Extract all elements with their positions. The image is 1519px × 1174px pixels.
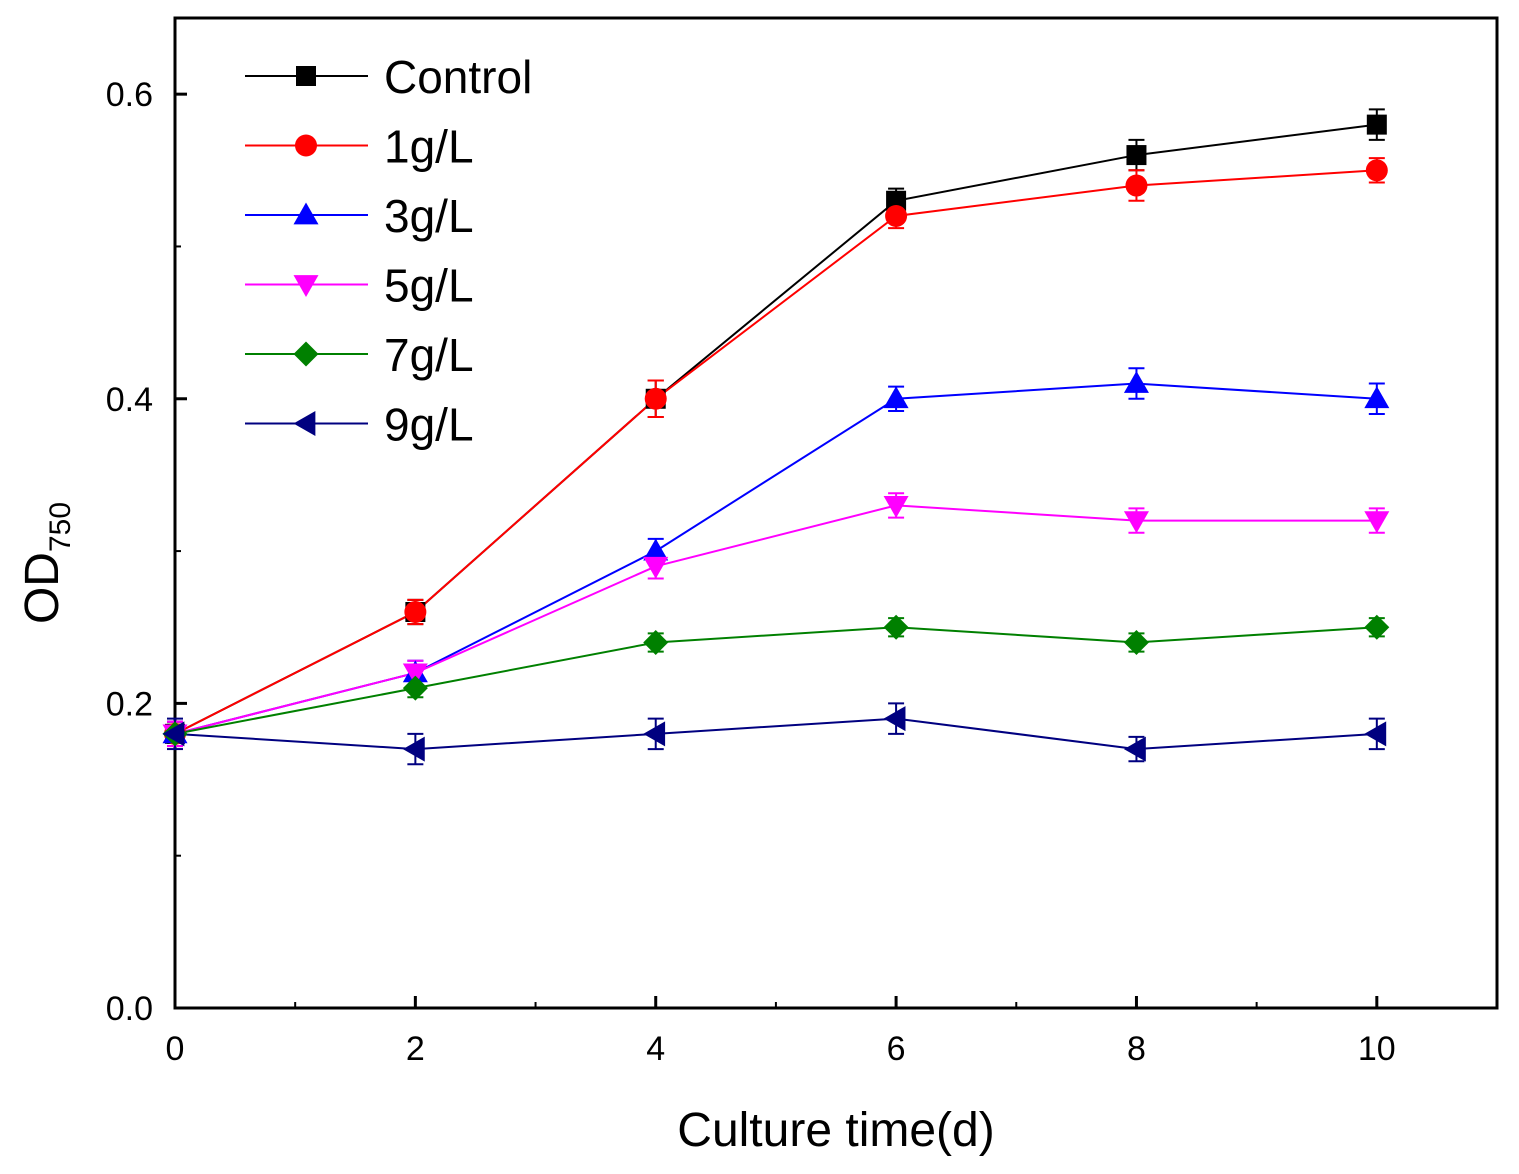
legend-label: 5g/L bbox=[384, 260, 474, 312]
data-point bbox=[883, 614, 909, 640]
legend-marker bbox=[293, 341, 319, 367]
data-point bbox=[644, 387, 667, 410]
legend-marker bbox=[296, 66, 316, 86]
legend-label: 3g/L bbox=[384, 190, 474, 242]
series-line bbox=[174, 169, 1377, 735]
data-point bbox=[402, 663, 428, 686]
x-tick-label: 4 bbox=[646, 1030, 665, 1068]
y-axis-title: OD750 bbox=[16, 502, 77, 624]
legend-marker bbox=[293, 202, 319, 225]
data-point bbox=[402, 736, 425, 762]
x-axis-ticks: 0 2 4 6 8 10 bbox=[166, 996, 1498, 1068]
data-point bbox=[883, 386, 909, 409]
series-line bbox=[174, 717, 1377, 751]
data-point bbox=[643, 538, 669, 561]
legend: Control 1g/L 3g/L 5g/L 7g/L 9g/L bbox=[245, 51, 532, 451]
data-point bbox=[1123, 629, 1149, 655]
y-tick-label: 0.0 bbox=[106, 990, 153, 1028]
x-tick-label: 2 bbox=[406, 1030, 425, 1068]
series-line bbox=[174, 504, 1377, 735]
legend-marker bbox=[293, 275, 319, 297]
data-point bbox=[162, 721, 185, 747]
y-axis-title-main: OD bbox=[16, 552, 69, 624]
legend-label: 9g/L bbox=[384, 399, 474, 451]
data-point bbox=[1123, 371, 1149, 393]
plot-frame bbox=[173, 16, 1499, 1010]
x-tick-label: 6 bbox=[887, 1030, 906, 1068]
data-point bbox=[1364, 386, 1390, 409]
legend-label: 7g/L bbox=[384, 329, 474, 381]
data-point bbox=[1364, 614, 1390, 640]
data-point bbox=[885, 205, 908, 227]
data-point bbox=[1123, 511, 1149, 534]
data-point bbox=[643, 629, 669, 655]
data-point bbox=[1126, 145, 1147, 166]
svg-text:OD750: OD750 bbox=[16, 502, 77, 624]
data-point bbox=[1364, 511, 1390, 534]
x-tick-label: 8 bbox=[1127, 1030, 1146, 1068]
x-tick-label: 0 bbox=[166, 1030, 185, 1068]
series-line bbox=[174, 626, 1377, 735]
legend-marker bbox=[295, 134, 317, 157]
data-point bbox=[1366, 114, 1387, 135]
y-tick-label: 0.2 bbox=[106, 685, 153, 723]
x-tick-label: 10 bbox=[1358, 1030, 1396, 1068]
data-point bbox=[1125, 174, 1148, 197]
y-tick-label: 0.4 bbox=[106, 381, 153, 419]
error-bars bbox=[167, 108, 1385, 766]
data-point bbox=[883, 706, 906, 732]
series-line bbox=[174, 382, 1377, 735]
data-point bbox=[1123, 736, 1146, 762]
data-point bbox=[643, 556, 669, 579]
data-point bbox=[1364, 721, 1387, 747]
legend-label: 1g/L bbox=[384, 121, 474, 173]
data-point bbox=[883, 496, 909, 518]
data-point bbox=[404, 601, 427, 623]
y-axis-ticks: 0.0 0.2 0.4 0.6 bbox=[106, 76, 187, 1028]
y-axis-title-subscript: 750 bbox=[44, 502, 77, 552]
y-tick-label: 0.6 bbox=[106, 76, 153, 114]
data-point bbox=[1365, 159, 1388, 182]
x-axis-title: Culture time(d) bbox=[677, 1104, 994, 1157]
data-point bbox=[886, 190, 907, 211]
series-markers bbox=[162, 114, 1390, 762]
series-lines bbox=[174, 123, 1377, 751]
legend-label: Control bbox=[384, 51, 532, 103]
data-point bbox=[402, 675, 428, 701]
data-point bbox=[643, 721, 666, 747]
legend-marker bbox=[293, 411, 316, 436]
